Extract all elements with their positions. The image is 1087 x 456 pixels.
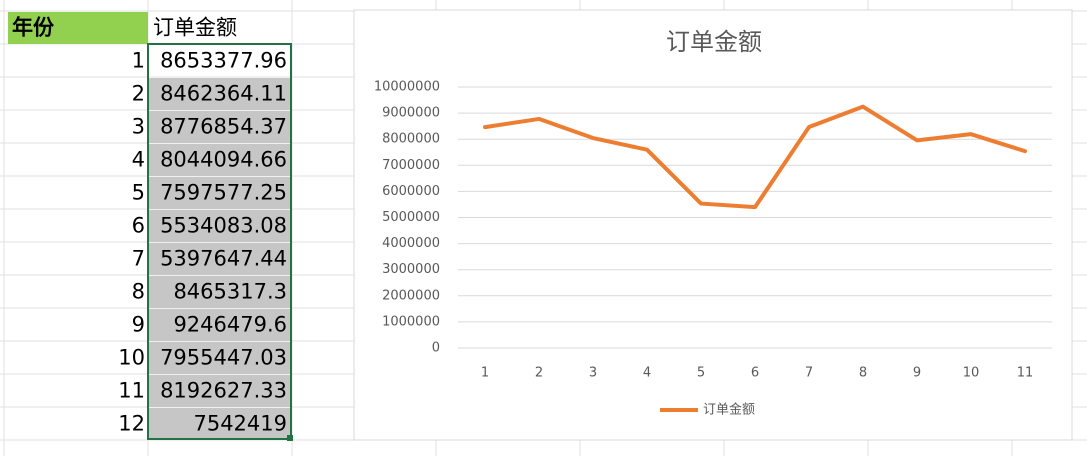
y-tick-label: 4000000	[382, 236, 440, 251]
row-index-cell: 11	[118, 379, 145, 403]
y-tick-label: 8000000	[382, 132, 440, 147]
amount-cell: 5397647.44	[160, 247, 287, 271]
amount-cell: 8462364.11	[160, 82, 287, 106]
x-tick-label: 11	[1017, 366, 1034, 381]
x-tick-label: 3	[589, 366, 597, 381]
selected-cell-bg	[149, 309, 291, 341]
selected-cell-bg	[149, 375, 291, 407]
selected-cell-bg	[149, 111, 291, 143]
row-index-cell: 8	[132, 280, 145, 304]
y-tick-label: 2000000	[382, 288, 440, 303]
amount-cell: 8192627.33	[160, 379, 287, 403]
amount-cell: 5534083.08	[160, 214, 287, 238]
amount-cell: 8465317.3	[173, 280, 287, 304]
table: 年份 订单金额 1 8653377.96 2 8462364.11 3 8776854.37 4…	[8, 12, 293, 441]
selected-cell-bg	[149, 78, 291, 110]
amount-cell: 8776854.37	[160, 115, 287, 139]
chart-title: 订单金额	[666, 28, 762, 56]
chart-frame	[353, 9, 1073, 441]
x-tick-label: 10	[963, 366, 980, 381]
amount-cell: 8653377.96	[160, 49, 287, 73]
row-index-cell: 3	[132, 115, 145, 139]
y-tick-label: 9000000	[382, 106, 440, 121]
selection-border	[147, 43, 292, 440]
amount-cell: 9246479.6	[173, 313, 287, 337]
y-tick-label: 0	[432, 341, 440, 356]
selected-cell-bg	[149, 243, 291, 275]
row-index-cell: 2	[132, 82, 145, 106]
row-index-cell: 10	[118, 346, 145, 370]
chart: 0 1000000 2000000 3000000 4000000 5000000 6000…	[374, 80, 1052, 418]
x-tick-label: 2	[535, 366, 543, 381]
header-cell-bg	[8, 12, 148, 44]
amount-cell: 7542419	[193, 412, 287, 436]
amount-cell: 7955447.03	[160, 346, 287, 370]
row-index-cell: 1	[132, 49, 145, 73]
selected-cell-bg	[149, 276, 291, 308]
amount-cell: 8044094.66	[160, 148, 287, 172]
y-tick-label: 3000000	[382, 262, 440, 277]
header-cell: 订单金额	[153, 16, 237, 40]
y-tick-label: 5000000	[382, 210, 440, 225]
selected-cell-bg	[149, 342, 291, 374]
x-tick-label: 9	[913, 366, 921, 381]
x-tick-label: 4	[643, 366, 651, 381]
row-index-cell: 5	[132, 181, 145, 205]
row-index-cell: 7	[132, 247, 145, 271]
selected-cell-bg	[149, 210, 291, 242]
selected-cell-bg	[149, 177, 291, 209]
header-cell: 年份	[12, 16, 55, 40]
x-tick-label: 1	[481, 366, 489, 381]
row-index-cell: 9	[132, 313, 145, 337]
x-tick-label: 7	[805, 366, 813, 381]
x-tick-label: 6	[751, 366, 759, 381]
row-index-cell: 4	[132, 148, 145, 172]
selected-cell-bg	[149, 408, 291, 440]
row-index-cell: 6	[132, 214, 145, 238]
selected-cell-bg	[149, 144, 291, 176]
y-tick-label: 10000000	[374, 80, 440, 95]
y-tick-label: 6000000	[382, 184, 440, 199]
row-index-cell: 12	[118, 412, 145, 436]
x-tick-label: 5	[697, 366, 705, 381]
x-tick-label: 8	[859, 366, 867, 381]
y-tick-label: 7000000	[382, 158, 440, 173]
legend-label: 订单金额	[703, 402, 755, 418]
fill-handle	[287, 435, 293, 441]
series-line	[483, 104, 1027, 210]
amount-cell: 7597577.25	[160, 181, 287, 205]
y-tick-label: 1000000	[382, 314, 440, 329]
